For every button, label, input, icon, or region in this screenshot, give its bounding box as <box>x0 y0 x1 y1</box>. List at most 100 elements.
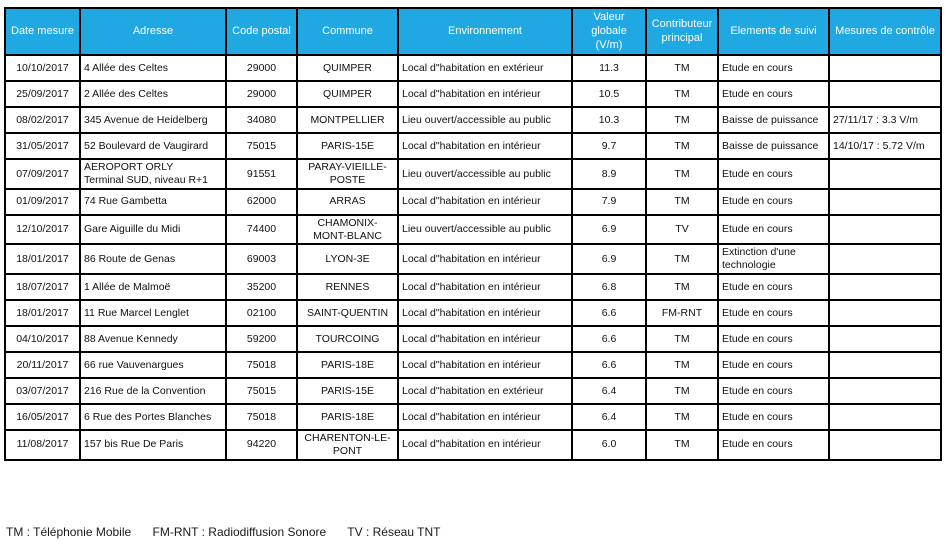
cell-commune: QUIMPER <box>296 80 399 109</box>
cell-commune: PARIS-15E <box>296 377 399 406</box>
cell-commune: MONTPELLIER <box>296 106 399 135</box>
cell-commune: PARIS-18E <box>296 403 399 432</box>
cell-date: 04/10/2017 <box>4 325 81 354</box>
table-row: 20/11/2017 66 rue Vauvenargues 75018 PARIS-… <box>4 351 942 380</box>
cell-date: 03/07/2017 <box>4 377 81 406</box>
cell-controle: 14/10/17 : 5.72 V/m <box>828 132 942 161</box>
cell-suivi: Etude en cours <box>717 187 830 216</box>
cell-environnement: Lieu ouvert/accessible au public <box>397 106 573 135</box>
cell-environnement: Lieu ouvert/accessible au public <box>397 213 573 246</box>
cell-valeur: 6.6 <box>571 299 647 328</box>
cell-environnement: Local d"habitation en intérieur <box>397 187 573 216</box>
cell-valeur: 6.6 <box>571 351 647 380</box>
cell-suivi: Etude en cours <box>717 213 830 246</box>
cell-code_postal: 75015 <box>225 377 298 406</box>
cell-date: 08/02/2017 <box>4 106 81 135</box>
cell-contributeur: TM <box>645 351 719 380</box>
cell-suivi: Etude en cours <box>717 299 830 328</box>
col-header-date: Date mesure <box>4 6 81 57</box>
cell-contributeur: TM <box>645 54 719 83</box>
cell-suivi: Etude en cours <box>717 351 830 380</box>
cell-date: 20/11/2017 <box>4 351 81 380</box>
table-row: 25/09/2017 2 Allée des Celtes 29000 QUIMPER… <box>4 80 942 109</box>
cell-valeur: 11.3 <box>571 54 647 83</box>
cell-code_postal: 75015 <box>225 132 298 161</box>
cell-suivi: Etude en cours <box>717 403 830 432</box>
cell-valeur: 6.9 <box>571 213 647 246</box>
table-header: Date mesure Adresse Code postal Commune Envi… <box>4 6 942 57</box>
cell-date: 31/05/2017 <box>4 132 81 161</box>
cell-adresse: Gare Aiguille du Midi <box>79 213 227 246</box>
cell-adresse: 6 Rue des Portes Blanches <box>79 403 227 432</box>
cell-code_postal: 74400 <box>225 213 298 246</box>
cell-date: 10/10/2017 <box>4 54 81 83</box>
cell-controle <box>828 377 942 406</box>
table-row: 07/09/2017 AEROPORT ORLY Terminal SUD, ni… <box>4 158 942 190</box>
cell-environnement: Local d"habitation en intérieur <box>397 299 573 328</box>
cell-code_postal: 75018 <box>225 351 298 380</box>
col-header-contributeur: Contributeur principal <box>645 6 719 57</box>
table-row: 31/05/2017 52 Boulevard de Vaugirard 75015… <box>4 132 942 161</box>
cell-adresse: 88 Avenue Kennedy <box>79 325 227 354</box>
cell-suivi: Etude en cours <box>717 158 830 190</box>
legend-item-tv: TV : Réseau TNT <box>347 525 441 539</box>
cell-suivi: Baisse de puissance <box>717 132 830 161</box>
cell-controle <box>828 299 942 328</box>
col-header-controle: Mesures de contrôle <box>828 6 942 57</box>
cell-adresse: 216 Rue de la Convention <box>79 377 227 406</box>
cell-valeur: 6.8 <box>571 273 647 302</box>
cell-contributeur: FM-RNT <box>645 299 719 328</box>
legend-item-fm-rnt: FM-RNT : Radiodiffusion Sonore <box>152 525 327 539</box>
header-row: Date mesure Adresse Code postal Commune Envi… <box>4 6 942 57</box>
cell-date: 18/07/2017 <box>4 273 81 302</box>
cell-code_postal: 91551 <box>225 158 298 190</box>
cell-valeur: 6.9 <box>571 243 647 276</box>
cell-controle <box>828 54 942 83</box>
table-row: 12/10/2017 Gare Aiguille du Midi 74400 CHAM… <box>4 213 942 246</box>
cell-adresse: 157 bis Rue De Paris <box>79 429 227 461</box>
cell-suivi: Baisse de puissance <box>717 106 830 135</box>
cell-controle <box>828 213 942 246</box>
cell-valeur: 8.9 <box>571 158 647 190</box>
col-header-commune: Commune <box>296 6 399 57</box>
cell-controle <box>828 403 942 432</box>
cell-contributeur: TM <box>645 80 719 109</box>
cell-controle <box>828 273 942 302</box>
cell-valeur: 6.6 <box>571 325 647 354</box>
cell-suivi: Etude en cours <box>717 80 830 109</box>
cell-commune: LYON-3E <box>296 243 399 276</box>
cell-date: 12/10/2017 <box>4 213 81 246</box>
cell-adresse: 74 Rue Gambetta <box>79 187 227 216</box>
cell-contributeur: TV <box>645 213 719 246</box>
cell-contributeur: TM <box>645 187 719 216</box>
cell-code_postal: 02100 <box>225 299 298 328</box>
cell-valeur: 10.3 <box>571 106 647 135</box>
cell-contributeur: TM <box>645 158 719 190</box>
cell-environnement: Local d"habitation en intérieur <box>397 351 573 380</box>
cell-adresse: AEROPORT ORLY Terminal SUD, niveau R+1 <box>79 158 227 190</box>
cell-controle <box>828 429 942 461</box>
cell-contributeur: TM <box>645 132 719 161</box>
cell-environnement: Local d"habitation en intérieur <box>397 80 573 109</box>
table-row: 03/07/2017 216 Rue de la Convention 75015 P… <box>4 377 942 406</box>
table-row: 18/01/2017 11 Rue Marcel Lenglet 02100 SAIN… <box>4 299 942 328</box>
cell-valeur: 10.5 <box>571 80 647 109</box>
cell-controle <box>828 187 942 216</box>
cell-code_postal: 69003 <box>225 243 298 276</box>
cell-suivi: Etude en cours <box>717 273 830 302</box>
cell-contributeur: TM <box>645 243 719 276</box>
cell-controle: 27/11/17 : 3.3 V/m <box>828 106 942 135</box>
cell-code_postal: 35200 <box>225 273 298 302</box>
cell-environnement: Local d"habitation en intérieur <box>397 429 573 461</box>
col-header-valeur: Valeur globale (V/m) <box>571 6 647 57</box>
table-row: 04/10/2017 88 Avenue Kennedy 59200 TOURCOIN… <box>4 325 942 354</box>
cell-contributeur: TM <box>645 106 719 135</box>
table-row: 11/08/2017 157 bis Rue De Paris 94220 CHARE… <box>4 429 942 461</box>
cell-adresse: 1 Allée de Malmoë <box>79 273 227 302</box>
cell-commune: SAINT-QUENTIN <box>296 299 399 328</box>
cell-contributeur: TM <box>645 403 719 432</box>
table-row: 18/01/2017 86 Route de Genas 69003 LYON-3E L… <box>4 243 942 276</box>
cell-environnement: Local d"habitation en intérieur <box>397 403 573 432</box>
cell-suivi: Etude en cours <box>717 429 830 461</box>
cell-date: 25/09/2017 <box>4 80 81 109</box>
